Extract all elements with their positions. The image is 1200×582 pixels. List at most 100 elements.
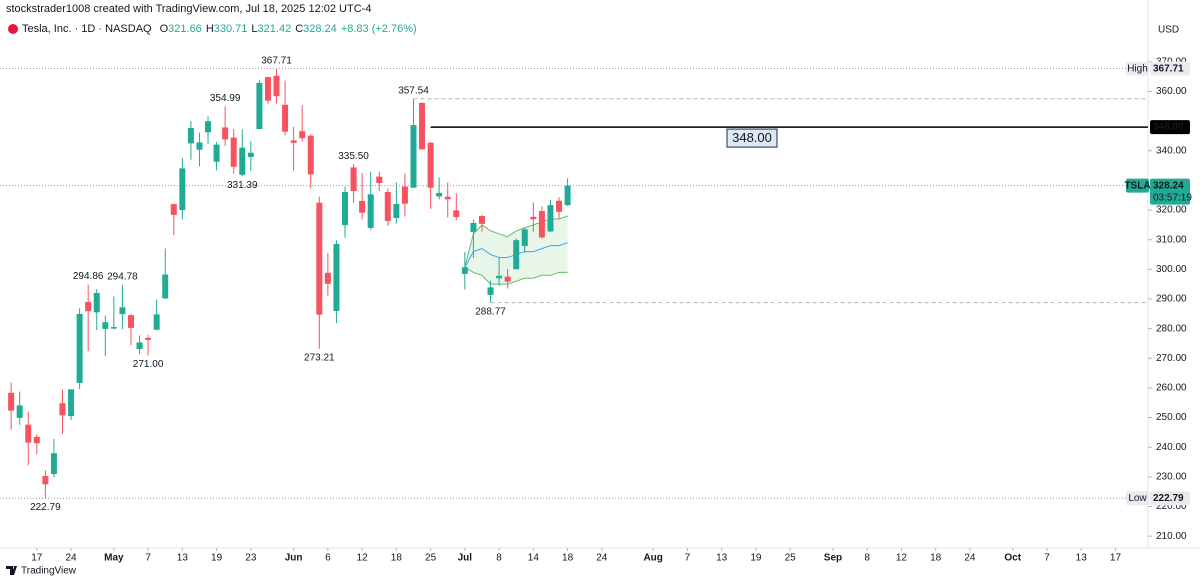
candle-body: [419, 102, 426, 150]
candle-body: [110, 327, 117, 329]
candle-body: [496, 275, 503, 279]
extreme-label: 288.77: [475, 306, 506, 317]
candle-body: [179, 168, 186, 211]
high-box: [1150, 61, 1190, 76]
candle-body: [513, 240, 520, 270]
x-tick-label: 13: [177, 553, 189, 564]
candle-body: [145, 337, 152, 340]
credit: stockstrader1008 created with TradingVie…: [6, 3, 371, 15]
candle-body: [213, 144, 220, 162]
x-tick-label: 12: [896, 553, 908, 564]
candle-body: [50, 453, 57, 475]
extreme-label: 294.78: [107, 271, 138, 282]
candle-body: [564, 185, 571, 206]
x-tick-label: 24: [964, 553, 976, 564]
level-label-box: [726, 128, 778, 148]
ohlc-value: 328.24: [303, 23, 337, 35]
candle-body: [410, 125, 417, 188]
y-tick-label: 280.00: [1156, 323, 1187, 334]
candle-body: [316, 202, 323, 315]
candle-body: [8, 392, 15, 411]
x-tick-label: 19: [750, 553, 762, 564]
level-axis-box: [1150, 120, 1190, 135]
y-tick-label: 300.00: [1156, 264, 1187, 275]
currency: USD: [1158, 25, 1179, 36]
candle-body: [85, 302, 92, 312]
candle-body: [307, 135, 314, 175]
candle-body: [547, 205, 554, 232]
x-tick-label: 18: [562, 553, 574, 564]
candle-body: [538, 211, 545, 238]
candle-body: [25, 424, 32, 443]
low-tag-box: [1126, 491, 1149, 506]
candle-body: [461, 267, 468, 274]
x-tick-label: 24: [596, 553, 608, 564]
candle-body: [187, 128, 194, 144]
x-tick-label: Jun: [285, 553, 303, 564]
symbol: Tesla, Inc. · 1D · NASDAQ: [22, 23, 152, 35]
candle-body: [487, 287, 494, 295]
x-tick-label: 17: [31, 553, 43, 564]
candle-body: [350, 167, 357, 192]
ohlc-value: 321.66: [168, 23, 202, 35]
level-label: 348.00: [732, 130, 772, 145]
x-tick-label: Sep: [824, 553, 842, 564]
y-tick-label: 220.00: [1156, 501, 1187, 512]
candle-body: [42, 476, 49, 485]
candle-body: [239, 147, 246, 175]
x-tick-label: 12: [357, 553, 369, 564]
x-tick-label: 19: [211, 553, 223, 564]
x-tick-label: Oct: [1004, 553, 1021, 564]
extreme-label: 367.71: [261, 55, 292, 66]
candle-body: [359, 200, 366, 213]
y-tick-label: 240.00: [1156, 442, 1187, 453]
candle-body: [205, 121, 212, 133]
low-tag: Low: [1128, 493, 1147, 504]
band-line: [464, 266, 568, 285]
ohlc-value: 321.42: [258, 23, 292, 35]
candle-body: [93, 292, 100, 313]
y-tick-label: 270.00: [1156, 353, 1187, 364]
extreme-label: 271.00: [133, 359, 164, 370]
candle-body: [556, 200, 563, 212]
candle-body: [299, 131, 306, 139]
x-tick-label: 18: [930, 553, 942, 564]
candle-body: [222, 127, 229, 140]
candle-body: [273, 75, 280, 97]
y-tick-label: 230.00: [1156, 471, 1187, 482]
last-tag: TSLA: [1124, 180, 1150, 191]
last-tag-box: [1126, 178, 1149, 193]
candle-body: [521, 229, 528, 246]
y-tick-label: 360.00: [1156, 86, 1187, 97]
candle-body: [196, 142, 203, 150]
x-tick-label: 8: [496, 553, 502, 564]
candle-body: [384, 192, 391, 221]
high-tag-box: [1126, 61, 1149, 76]
candle-body: [376, 176, 383, 184]
candle-body: [33, 436, 40, 444]
x-tick-label: 7: [685, 553, 691, 564]
candle-body: [478, 216, 485, 224]
x-tick-label: May: [104, 553, 124, 564]
candle-body: [264, 77, 271, 101]
candle-body: [282, 104, 289, 132]
low-value: 222.79: [1153, 493, 1184, 504]
brand: TradingView: [21, 566, 77, 577]
ohlc-key: H: [206, 23, 214, 35]
candle-body: [59, 403, 66, 416]
candle-body: [256, 82, 263, 129]
ohlc-key: O: [160, 23, 169, 35]
extreme-label: 331.39: [227, 180, 258, 191]
y-tick-label: 340.00: [1156, 145, 1187, 156]
extreme-label: 354.99: [210, 93, 241, 104]
candle-body: [530, 216, 537, 220]
candle-body: [324, 272, 331, 284]
y-tick-label: 210.00: [1156, 531, 1187, 542]
extreme-label: 222.79: [30, 502, 61, 513]
candle-body: [393, 203, 400, 219]
x-tick-label: 17: [1110, 553, 1122, 564]
candle-body: [162, 274, 169, 299]
symbol-line: Tesla, Inc. · 1D · NASDAQ O321.66 H330.71 L…: [22, 23, 417, 35]
footer-logo: TradingView: [6, 566, 77, 577]
